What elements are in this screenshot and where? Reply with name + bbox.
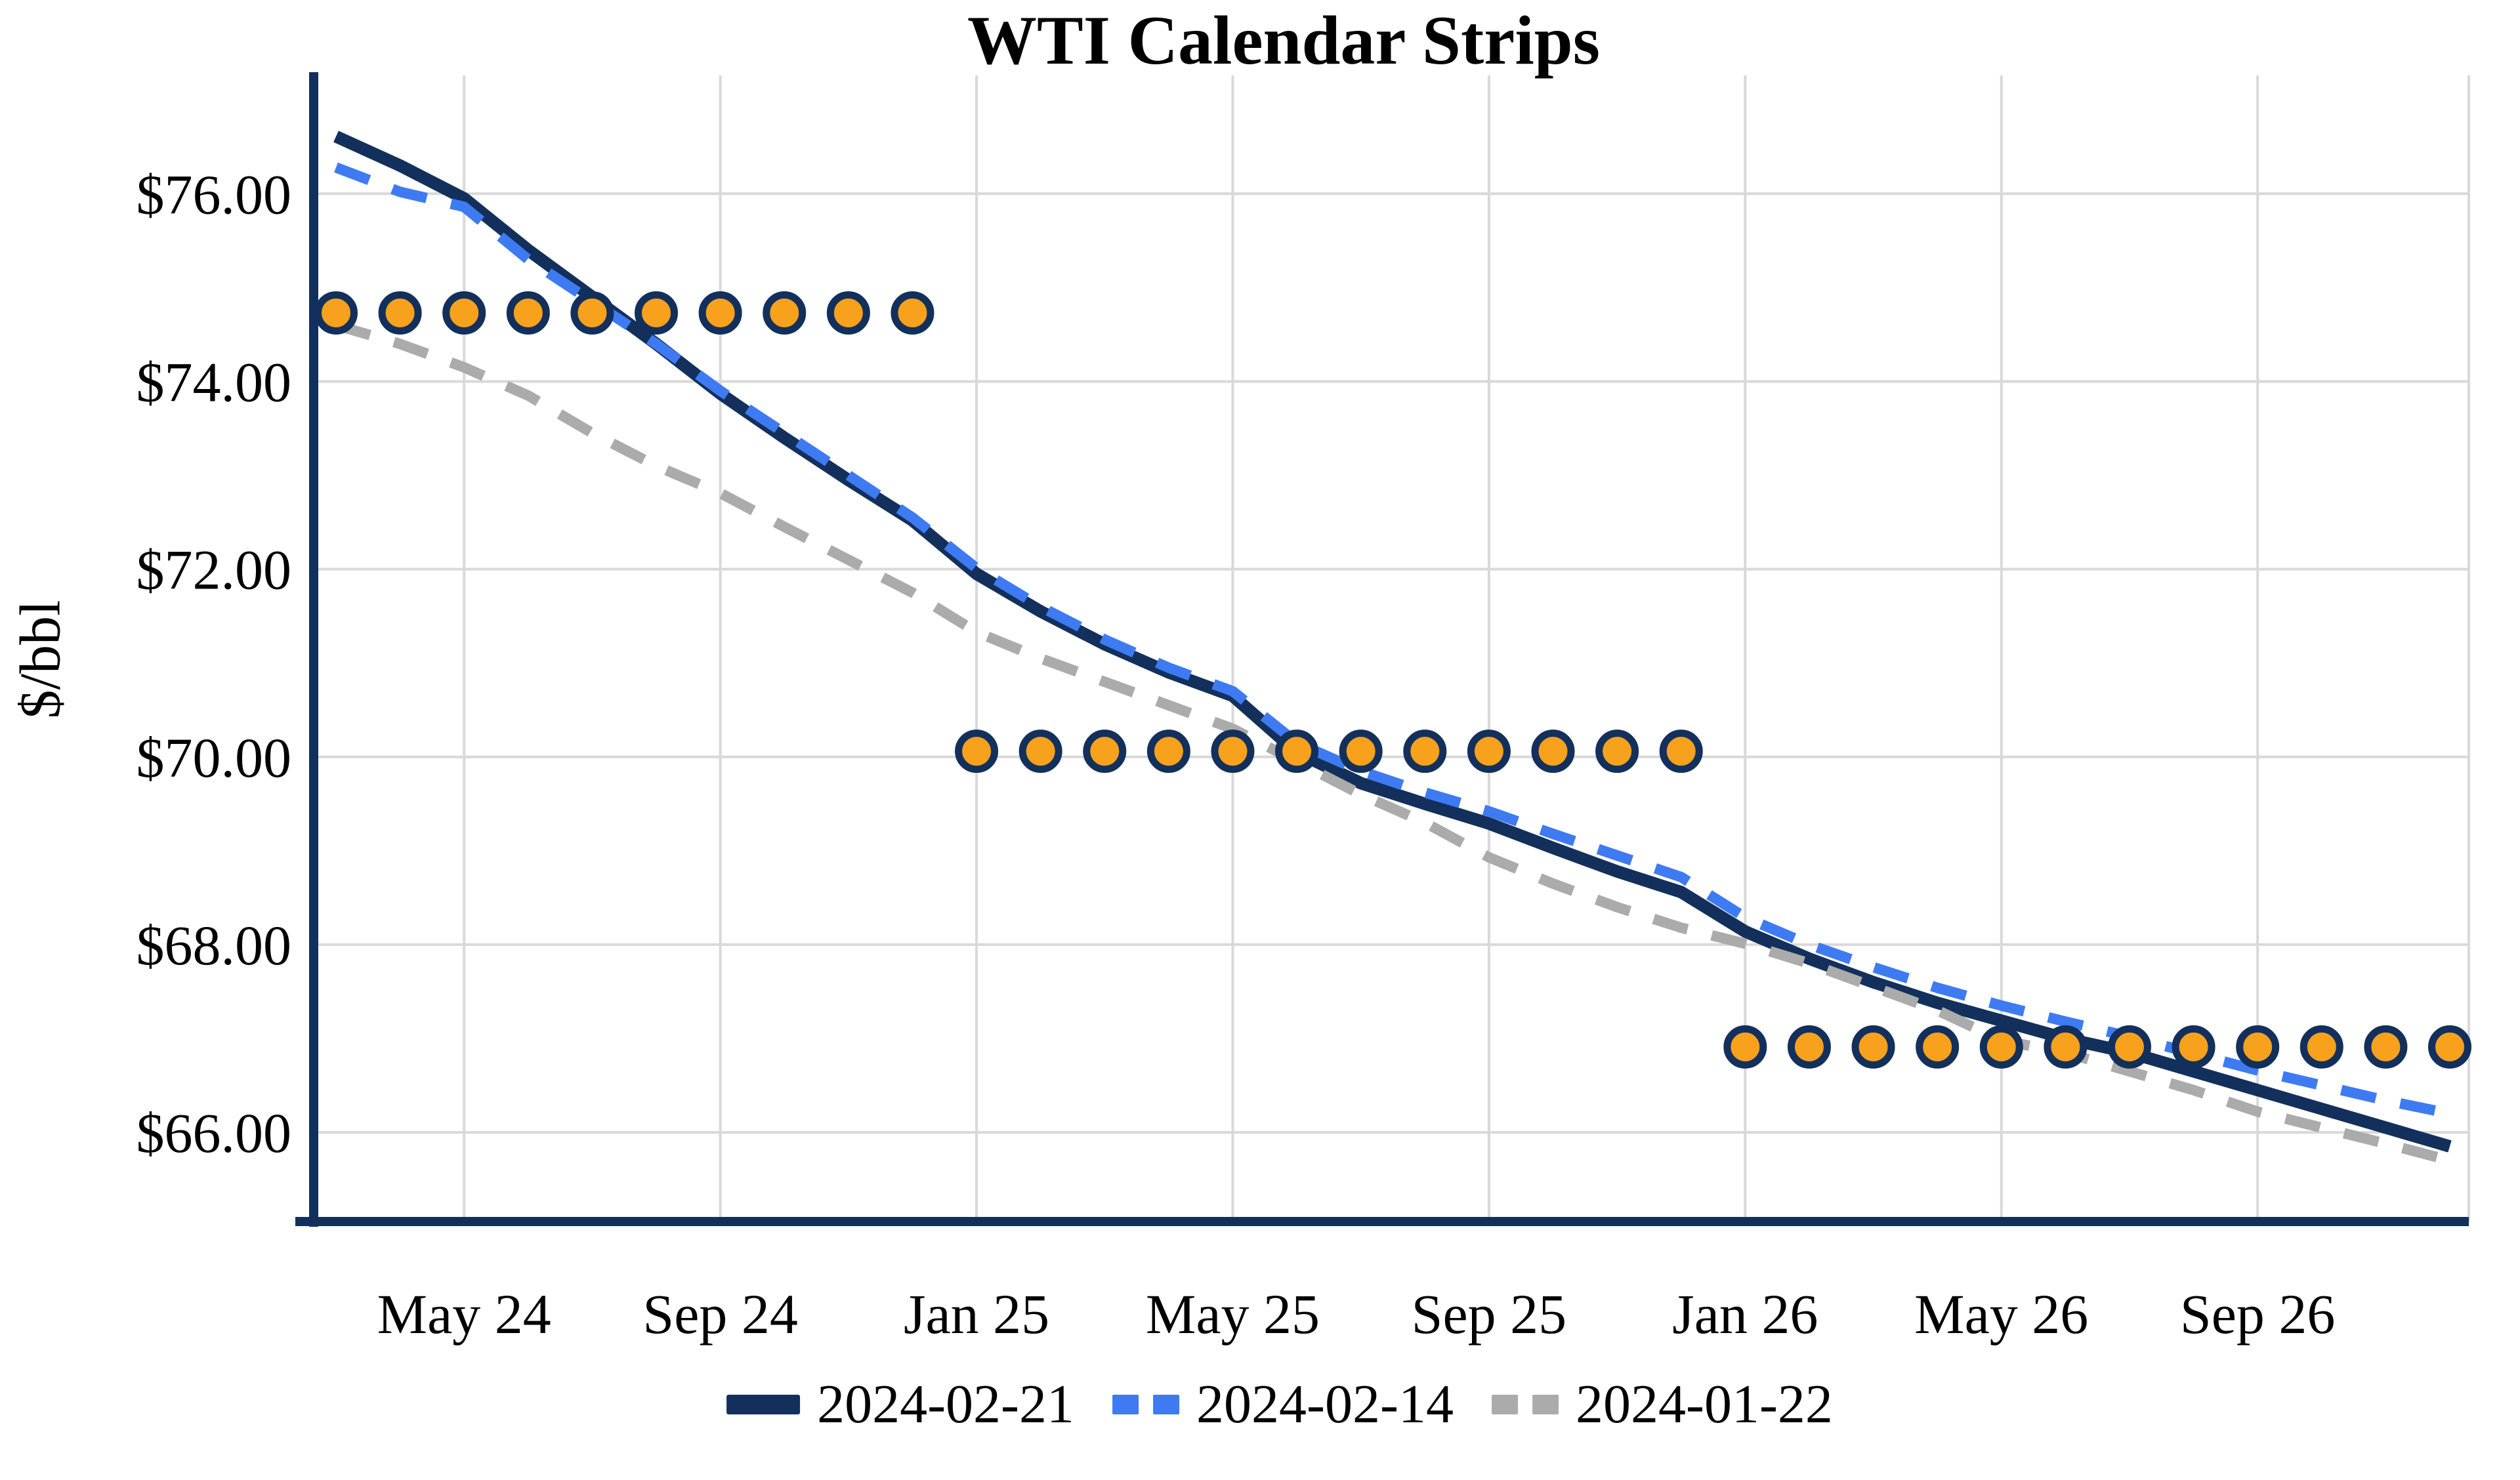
x-tick-label: Jan 25: [904, 1283, 1049, 1346]
calendar-2026-strip-dot: [2364, 1025, 2408, 1069]
x-tick-label: May 26: [1914, 1283, 2088, 1346]
calendar-2024-strip-dot: [763, 291, 807, 335]
calendar-2024-strip-dot: [506, 291, 550, 335]
legend-swatch-solid-line: [726, 1394, 801, 1414]
calendar-2024-strip-dot: [314, 291, 358, 335]
y-tick-label: $68.00: [136, 914, 292, 977]
x-tick-label: May 25: [1146, 1283, 1320, 1346]
calendar-2026-strip-dot: [2172, 1025, 2216, 1069]
y-tick-label: $66.00: [136, 1101, 292, 1164]
calendar-2025-strip-dot: [1595, 730, 1639, 773]
legend-label: 2024-02-14: [1196, 1374, 1454, 1435]
y-tick-label: $74.00: [136, 350, 292, 413]
calendar-2025-strip-dot: [955, 730, 999, 773]
x-tick-label: Sep 26: [2180, 1283, 2336, 1346]
calendar-2026-strip-dot: [1787, 1025, 1831, 1069]
calendar-2025-strip-dot: [1146, 730, 1190, 773]
x-tick-label: Sep 25: [1412, 1283, 1567, 1346]
calendar-2024-strip-dot: [442, 291, 486, 335]
calendar-2026-strip-dot: [1979, 1025, 2023, 1069]
dashed-line-swatch-segment: [1532, 1394, 1559, 1414]
calendar-2026-strip-dot: [2236, 1025, 2280, 1069]
legend-item-2024-02-21: 2024-02-21: [726, 1372, 1074, 1436]
x-tick-label: Jan 26: [1672, 1283, 1818, 1346]
dashed-line-swatch-segment: [1153, 1394, 1180, 1414]
calendar-2025-strip-dot: [1275, 730, 1319, 773]
calendar-2025-strip-dot: [1083, 730, 1127, 773]
calendar-2024-strip-dot: [378, 291, 422, 335]
solid-line-swatch-bar: [726, 1394, 801, 1414]
series-line-2024-02-14: [334, 162, 2451, 1119]
y-axis-title: $/bbl: [9, 600, 73, 719]
calendar-2026-strip-dot: [1916, 1025, 1960, 1069]
legend-label: 2024-01-22: [1575, 1374, 1833, 1435]
legend-item-2024-02-14: 2024-02-14: [1112, 1372, 1454, 1436]
calendar-2024-strip-dot: [698, 291, 742, 335]
calendar-2024-strip-dot: [891, 291, 934, 335]
legend-swatch-blue-dashed-line: [1112, 1394, 1180, 1414]
calendar-2025-strip-dot: [1467, 730, 1511, 773]
calendar-2025-strip-dot: [1659, 730, 1703, 773]
y-tick-label: $72.00: [136, 539, 292, 602]
x-tick-label: May 24: [377, 1283, 551, 1346]
dashed-line-swatch-segment: [1112, 1394, 1139, 1414]
chart-title: WTI Calendar Strips: [967, 2, 1600, 79]
calendar-2026-strip-dot: [2428, 1025, 2471, 1069]
calendar-2024-strip-dot: [570, 291, 614, 335]
x-tick-label: Sep 24: [642, 1283, 798, 1346]
legend-item-2024-01-22: 2024-01-22: [1491, 1372, 1833, 1436]
calendar-2026-strip-dot: [2300, 1025, 2343, 1069]
calendar-2024-strip-dot: [635, 291, 679, 335]
series-line-2024-01-22: [334, 319, 2452, 1166]
calendar-2026-strip-dot: [2107, 1025, 2151, 1069]
calendar-2024-strip-dot: [826, 291, 870, 335]
calendar-2026-strip-dot: [1851, 1025, 1895, 1069]
y-tick-label: $76.00: [136, 163, 292, 226]
calendar-2026-strip-dot: [1723, 1025, 1767, 1069]
calendar-2026-strip-dot: [2044, 1025, 2088, 1069]
calendar-2025-strip-dot: [1531, 730, 1575, 773]
dashed-line-swatch-segment: [1491, 1394, 1518, 1414]
series-line-2024-02-21: [333, 131, 2452, 1153]
calendar-2025-strip-dot: [1018, 730, 1062, 773]
calendar-2025-strip-dot: [1339, 730, 1383, 773]
calendar-2025-strip-dot: [1403, 730, 1447, 773]
legend: 2024-02-21 2024-02-14 2024-01-22: [726, 1372, 1833, 1436]
legend-label: 2024-02-21: [817, 1374, 1075, 1435]
y-tick-label: $70.00: [136, 726, 292, 789]
legend-swatch-gray-dashed-line: [1491, 1394, 1559, 1414]
calendar-2025-strip-dot: [1211, 730, 1255, 773]
